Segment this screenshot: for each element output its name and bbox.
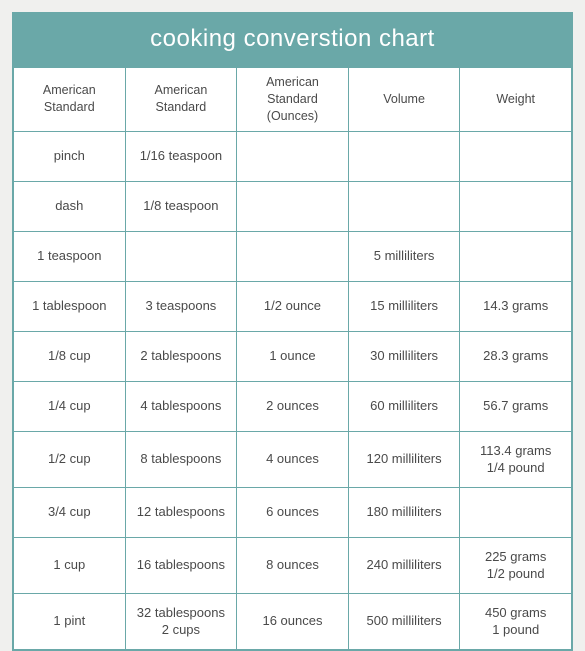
table-body: pinch1/16 teaspoondash1/8 teaspoon1 teas… <box>14 131 572 649</box>
table-cell: 5 milliliters <box>348 231 460 281</box>
table-cell <box>460 131 572 181</box>
table-cell: 1/4 cup <box>14 381 126 431</box>
table-cell: 3 teaspoons <box>125 281 237 331</box>
table-cell: 1/16 teaspoon <box>125 131 237 181</box>
table-cell: 8 tablespoons <box>125 431 237 487</box>
table-cell: pinch <box>14 131 126 181</box>
table-header-row: American Standard American Standard Amer… <box>14 68 572 132</box>
table-cell: 32 tablespoons 2 cups <box>125 593 237 649</box>
table-cell: 225 grams 1/2 pound <box>460 537 572 593</box>
table-row: 1 teaspoon 5 milliliters <box>14 231 572 281</box>
table-cell: 1/8 teaspoon <box>125 181 237 231</box>
table-cell: 8 ounces <box>237 537 349 593</box>
col-header: Volume <box>348 68 460 132</box>
table-cell: 240 milliliters <box>348 537 460 593</box>
table-cell: 14.3 grams <box>460 281 572 331</box>
conversion-table: American Standard American Standard Amer… <box>13 67 572 650</box>
table-cell: 500 milliliters <box>348 593 460 649</box>
table-cell: 1/8 cup <box>14 331 126 381</box>
table-cell: 1 pint <box>14 593 126 649</box>
table-row: dash1/8 teaspoon <box>14 181 572 231</box>
table-cell: 4 tablespoons <box>125 381 237 431</box>
table-cell: 60 milliliters <box>348 381 460 431</box>
table-cell: 2 tablespoons <box>125 331 237 381</box>
table-row: 1 cup16 tablespoons8 ounces240 millilite… <box>14 537 572 593</box>
col-header: American Standard <box>125 68 237 132</box>
table-cell <box>237 231 349 281</box>
table-cell: 1 cup <box>14 537 126 593</box>
table-cell: 28.3 grams <box>460 331 572 381</box>
table-cell: 1 tablespoon <box>14 281 126 331</box>
table-row: 1 pint32 tablespoons 2 cups16 ounces500 … <box>14 593 572 649</box>
table-cell <box>348 131 460 181</box>
table-cell: 1/2 cup <box>14 431 126 487</box>
table-row: 1/4 cup4 tablespoons2 ounces60 millilite… <box>14 381 572 431</box>
table-cell: 16 tablespoons <box>125 537 237 593</box>
chart-title: cooking converstion chart <box>13 13 572 67</box>
table-cell: 4 ounces <box>237 431 349 487</box>
table-cell: 1 teaspoon <box>14 231 126 281</box>
col-header: American Standard <box>14 68 126 132</box>
table-cell: 12 tablespoons <box>125 487 237 537</box>
table-cell: 1/2 ounce <box>237 281 349 331</box>
conversion-chart: cooking converstion chart American Stand… <box>12 12 573 651</box>
col-header: American Standard (Ounces) <box>237 68 349 132</box>
table-cell: 30 milliliters <box>348 331 460 381</box>
table-cell: 15 milliliters <box>348 281 460 331</box>
table-cell <box>125 231 237 281</box>
table-cell: 113.4 grams 1/4 pound <box>460 431 572 487</box>
table-cell: 1 ounce <box>237 331 349 381</box>
col-header: Weight <box>460 68 572 132</box>
table-cell <box>460 181 572 231</box>
table-row: 3/4 cup12 tablespoons6 ounces180 millili… <box>14 487 572 537</box>
table-row: 1/2 cup8 tablespoons4 ounces120 millilit… <box>14 431 572 487</box>
table-cell: 2 ounces <box>237 381 349 431</box>
table-row: 1/8 cup2 tablespoons1 ounce30 milliliter… <box>14 331 572 381</box>
table-row: pinch1/16 teaspoon <box>14 131 572 181</box>
table-cell: 180 milliliters <box>348 487 460 537</box>
table-cell: 56.7 grams <box>460 381 572 431</box>
table-cell: dash <box>14 181 126 231</box>
table-cell: 120 milliliters <box>348 431 460 487</box>
table-row: 1 tablespoon3 teaspoons1/2 ounce15 milli… <box>14 281 572 331</box>
table-cell: 3/4 cup <box>14 487 126 537</box>
table-cell: 6 ounces <box>237 487 349 537</box>
table-cell <box>348 181 460 231</box>
table-cell: 16 ounces <box>237 593 349 649</box>
table-cell: 450 grams 1 pound <box>460 593 572 649</box>
table-cell <box>237 131 349 181</box>
table-cell <box>460 487 572 537</box>
table-cell <box>460 231 572 281</box>
table-cell <box>237 181 349 231</box>
